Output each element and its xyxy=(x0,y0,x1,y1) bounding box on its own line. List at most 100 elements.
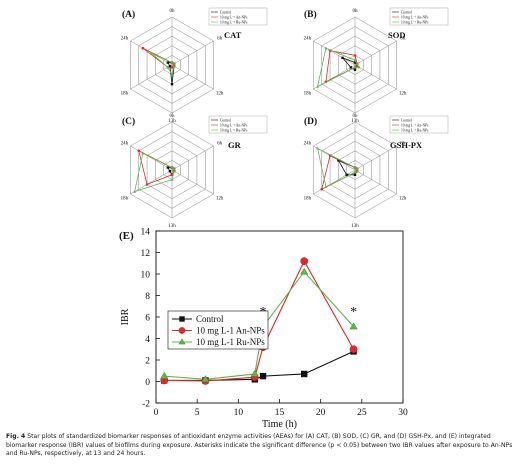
caption-text: Star plots of standardized biomarker res… xyxy=(6,433,513,458)
x-tick-label: 25 xyxy=(357,408,367,418)
radar-axis-label: 12h xyxy=(399,92,407,97)
radar-axis-label: 13h xyxy=(168,224,176,229)
data-point xyxy=(160,371,169,379)
legend-marker xyxy=(179,316,185,322)
panel-title: CAT xyxy=(224,30,242,40)
radar-axis-label: 6h xyxy=(400,142,406,147)
radar-point xyxy=(353,54,357,57)
data-point xyxy=(300,257,309,265)
data-point xyxy=(201,375,210,383)
x-tick-label: 0 xyxy=(154,408,159,418)
radar-point xyxy=(353,173,357,176)
legend-marker xyxy=(178,338,186,345)
radar-point xyxy=(355,62,359,65)
radar-point xyxy=(168,65,172,68)
radar-point xyxy=(353,58,357,62)
data-point xyxy=(349,322,358,330)
radar-spoke xyxy=(354,64,397,90)
radar-point xyxy=(355,167,359,170)
series-line xyxy=(164,259,355,382)
x-tick-label: 20 xyxy=(316,408,326,418)
radar-axis-label: 6h xyxy=(400,37,406,42)
radar-legend-label: 10 mg L⁻¹ An-NPs xyxy=(401,123,429,127)
radar-spoke xyxy=(171,40,214,66)
radar-point xyxy=(168,170,172,173)
radar-axis-label: 18h xyxy=(121,92,129,97)
radar-axis-label: 18h xyxy=(304,92,312,97)
series-line xyxy=(164,270,355,380)
significance-asterisk: * xyxy=(350,305,357,320)
data-point xyxy=(301,370,308,378)
radar-axis-label: 13h xyxy=(351,224,359,229)
legend-label: 10 mg L-1 An-NPs xyxy=(196,326,265,336)
radar-spoke xyxy=(130,145,173,171)
radar-axis-label: 0h xyxy=(353,114,359,119)
radar-legend-box xyxy=(208,7,268,26)
y-tick-label: 4 xyxy=(145,335,150,345)
radar-point xyxy=(170,178,174,181)
radar-point xyxy=(170,83,174,86)
radar-point xyxy=(141,46,145,50)
radar-axis-label: 12h xyxy=(216,197,224,202)
y-tick-label: 12 xyxy=(141,249,151,259)
radar-spoke xyxy=(354,169,397,195)
radar-legend-box xyxy=(208,115,268,134)
radar-legend-box xyxy=(389,7,449,26)
radar-axis-label: 13h xyxy=(351,119,359,124)
radar-point xyxy=(172,167,176,170)
data-point xyxy=(259,372,267,380)
radar-point xyxy=(166,61,170,64)
radar-point xyxy=(324,185,328,188)
y-axis-label: IBR xyxy=(120,308,131,325)
legend-label: Control xyxy=(196,314,224,324)
radar-legend-label: Control xyxy=(401,118,412,122)
radar-point xyxy=(170,166,174,169)
radar-point xyxy=(324,46,328,50)
radar-spoke xyxy=(354,40,397,66)
ibr-line-chart: -2 0 2 4 6 8 10 12 14 0 5 10 15 20 25 30 Time (h) IBR (E) *… xyxy=(119,228,408,431)
radar-point xyxy=(166,166,170,169)
panel-label: (E) xyxy=(119,230,134,242)
radar-legend-label: 10 mg L⁻¹ Ru-NPs xyxy=(401,128,429,132)
radar-axis-label: 6h xyxy=(217,37,223,42)
y-tick-label: 10 xyxy=(141,271,151,281)
radar-point xyxy=(353,68,357,71)
caption-lead: Fig. 4 xyxy=(6,433,26,440)
radar-point xyxy=(353,166,357,169)
radar-point xyxy=(341,56,344,59)
radar-point xyxy=(145,183,149,186)
series-line xyxy=(164,350,354,381)
x-axis-label: Time (h) xyxy=(262,419,297,430)
radar-point xyxy=(137,149,141,153)
radar-legend-label: Control xyxy=(220,10,231,14)
figure-caption: Fig. 4 Star plots of standardized biomar… xyxy=(6,433,522,459)
radar-point xyxy=(316,146,320,150)
radar-axis-label: 24h xyxy=(304,37,312,42)
radar-point xyxy=(349,66,353,69)
y-tick-label: 6 xyxy=(145,314,150,324)
panel-label: (B) xyxy=(304,9,317,20)
radar-point xyxy=(316,85,320,88)
y-tick-label: 8 xyxy=(145,292,150,302)
radar-axis-label: 13h xyxy=(168,119,176,124)
y-tick-label: 0 xyxy=(145,378,150,388)
radar-axis-label: 12h xyxy=(216,92,224,97)
radar-point xyxy=(172,64,176,68)
x-tick-label: 10 xyxy=(234,408,244,418)
y-tick-label: -2 xyxy=(142,400,150,410)
radar-spoke xyxy=(313,169,356,195)
panel-title: SOD xyxy=(388,30,405,40)
radar-point xyxy=(149,51,153,55)
radar-legend-label: 10 mg L⁻¹ Ru-NPs xyxy=(401,20,429,24)
radar-point xyxy=(353,170,357,174)
legend-marker xyxy=(178,327,186,334)
radar-point xyxy=(172,62,176,65)
radar-point xyxy=(172,169,176,173)
y-tick-label: 14 xyxy=(141,228,151,238)
radar-point xyxy=(353,65,357,69)
